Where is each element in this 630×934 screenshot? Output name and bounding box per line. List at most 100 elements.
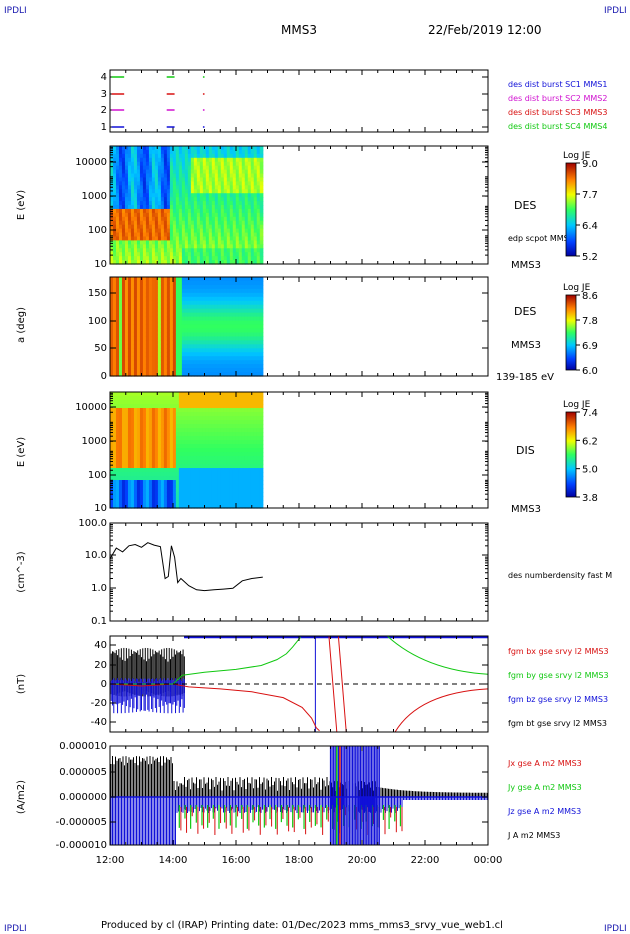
des-energy-pixel: [187, 165, 192, 171]
dis-energy-pixel: [139, 496, 144, 501]
des-pitch-pixel: [202, 344, 207, 349]
des-energy-pixel: [112, 212, 117, 218]
dis-energy-pixel: [127, 416, 132, 421]
dis-energy-pixel: [190, 404, 195, 409]
des-pitch-pixel: [190, 348, 195, 353]
des-energy-pixel: [148, 256, 153, 261]
des-pitch-pixel: [115, 364, 120, 369]
des-energy-pixel: [241, 169, 246, 175]
dis-energy-pixel: [178, 492, 183, 497]
dis-energy-pixel: [160, 464, 165, 469]
des-energy-pixel: [160, 236, 165, 241]
des-energy-pixel: [244, 193, 249, 198]
des-energy-pixel: [115, 193, 120, 198]
des-energy-pixel: [184, 224, 189, 230]
des-pitch-pixel: [184, 352, 189, 357]
des-energy-pixel: [166, 252, 171, 257]
des-pitch-pixel: [154, 288, 159, 294]
des-energy-pixel: [199, 252, 204, 257]
des-energy-pixel: [238, 197, 243, 202]
des-energy-pixel: [163, 189, 168, 194]
dis-energy-pixel: [202, 500, 207, 505]
des-pitch-pixel: [238, 360, 243, 365]
des-energy-pixel: [250, 153, 255, 159]
des-energy-pixel: [235, 216, 240, 222]
des-energy-pixel: [190, 177, 195, 182]
dis-energy-pixel: [166, 500, 171, 505]
des-energy-pixel: [238, 169, 243, 175]
des-energy-pixel: [127, 153, 132, 159]
des-pitch-pixel: [184, 324, 189, 330]
des-energy-pixel: [145, 228, 150, 234]
dis-energy-pixel: [190, 468, 195, 473]
des-pitch-pixel: [193, 352, 198, 357]
des-pitch-pixel: [202, 300, 207, 306]
des-energy-pixel: [193, 161, 198, 167]
dis-energy-pixel: [193, 408, 198, 413]
des-pitch-pixel: [160, 277, 165, 282]
des-energy-pixel: [169, 157, 174, 163]
des-pitch-pixel: [181, 300, 186, 306]
des-pitch-pixel: [166, 348, 171, 353]
des-energy-pixel: [115, 260, 120, 265]
dis-energy-pixel: [145, 408, 150, 413]
des-pitch-pixel: [193, 312, 198, 318]
dis-energy-pixel: [229, 500, 234, 505]
dis-energy-pixel: [118, 404, 123, 409]
des-energy-pixel: [184, 173, 189, 179]
dis-energy-pixel: [214, 500, 219, 505]
dis-energy-pixel: [118, 476, 123, 481]
des-pitch-pixel: [202, 336, 207, 341]
dis-energy-pixel: [115, 420, 120, 425]
des-energy-pixel: [142, 260, 147, 265]
des-energy-pixel: [199, 177, 204, 182]
des-pitch-pixel: [127, 328, 132, 334]
des-pitch-pixel: [223, 312, 228, 318]
des-energy-pixel: [157, 212, 162, 218]
des-pitch-pixel: [160, 360, 165, 365]
dis-energy-pixel: [208, 488, 213, 493]
dis-energy-pixel: [250, 452, 255, 457]
des-energy-pixel: [214, 212, 219, 218]
des-energy-pixel: [124, 197, 129, 202]
des-energy-pixel: [142, 212, 147, 218]
des-pitch-pixel: [247, 352, 252, 357]
des-pitch-pixel: [232, 292, 237, 298]
dis-energy-pixel: [172, 392, 177, 397]
des-pitch-pixel: [130, 328, 135, 334]
des-energy-pixel: [154, 149, 159, 155]
des-energy-pixel: [202, 228, 207, 234]
des-energy-pixel: [136, 232, 141, 238]
dis-energy-pixel: [115, 440, 120, 445]
dis-energy-pixel: [136, 448, 141, 453]
des-pitch-pixel: [172, 280, 177, 286]
des-energy-pixel: [238, 177, 243, 182]
des-pitch-pixel: [190, 324, 195, 330]
des-energy-pixel: [238, 216, 243, 222]
dis-energy-pixel: [199, 456, 204, 461]
dis-energy-pixel: [208, 500, 213, 505]
des-energy-pixel: [112, 173, 117, 179]
des-pitch-pixel: [115, 280, 120, 286]
des-pitch-pixel: [235, 360, 240, 365]
des-pitch-pixel: [115, 288, 120, 294]
des-pitch-pixel: [127, 348, 132, 353]
des-energy-pixel: [196, 256, 201, 261]
des-energy-pixel: [211, 146, 216, 151]
des-pitch-pixel: [115, 277, 120, 282]
des-pitch-pixel: [169, 296, 174, 302]
des-pitch-pixel: [139, 328, 144, 334]
des-pitch-pixel: [226, 292, 231, 298]
des-energy-pixel: [193, 181, 198, 186]
des-energy-pixel: [142, 252, 147, 257]
des-pitch-pixel: [244, 360, 249, 365]
dis-energy-pixel: [247, 500, 252, 505]
des-pitch-pixel: [175, 360, 180, 365]
dis-energy-pixel: [256, 472, 261, 477]
des-pitch-pixel: [110, 284, 114, 290]
des-pitch-pixel: [199, 364, 204, 369]
des-energy-pixel: [217, 205, 222, 210]
des-energy-pixel: [139, 220, 144, 226]
dis-energy-pixel: [169, 404, 174, 409]
des-pitch-pixel: [130, 332, 135, 337]
